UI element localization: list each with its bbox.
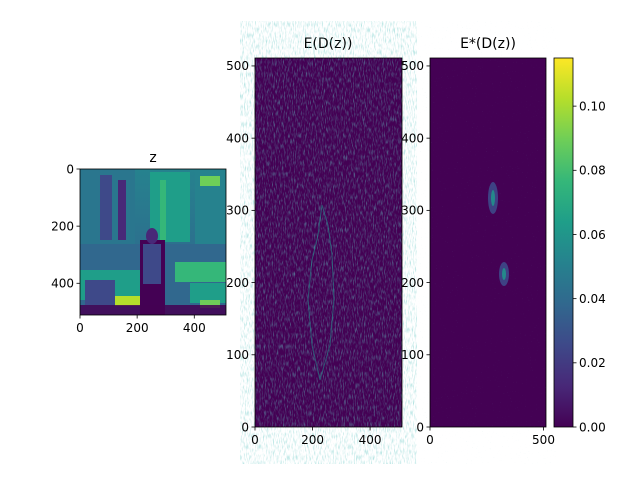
y-tick-label: 400 <box>226 131 249 145</box>
panel-edz-title: E(D(z)) <box>304 36 353 52</box>
x-tick-label: 200 <box>126 321 149 335</box>
x-tick-label: 400 <box>359 433 382 447</box>
x-tick-label: 0 <box>251 433 259 447</box>
y-tick-label: 0 <box>66 162 74 176</box>
y-tick-label: 500 <box>226 59 249 73</box>
panel-z-frame <box>79 168 227 316</box>
colorbar-tick-label: 0.06 <box>579 228 606 242</box>
panel-edz-axes: 0 200 400 0 100 200 300 400 500 <box>226 59 381 447</box>
y-tick-label: 100 <box>226 348 249 362</box>
y-tick-label: 0 <box>416 420 424 434</box>
y-tick-label: 200 <box>226 276 249 290</box>
colorbar-tick-label: 0.04 <box>579 292 606 306</box>
panel-estar: E*(D(z)) 0 500 0 100 200 300 400 500 <box>401 36 555 447</box>
panel-z-image <box>80 169 226 315</box>
y-tick-label: 100 <box>401 348 424 362</box>
panel-z-axes: 0 200 400 0 200 400 <box>51 162 206 335</box>
y-tick-label: 0 <box>241 420 249 434</box>
colorbar-fill <box>554 58 573 427</box>
x-tick-label: 400 <box>183 321 206 335</box>
x-tick-label: 500 <box>532 433 555 447</box>
y-tick-label: 400 <box>51 277 74 291</box>
panel-estar-speckle <box>430 58 546 427</box>
panel-estar-frame <box>429 57 547 428</box>
panel-estar-axes: 0 500 0 100 200 300 400 500 <box>401 59 555 447</box>
x-tick-label: 200 <box>301 433 324 447</box>
y-tick-label: 300 <box>226 204 249 218</box>
panel-estar-title: E*(D(z)) <box>460 36 516 52</box>
panel-estar-hotspots <box>488 182 509 286</box>
colorbar: 0.00 0.02 0.04 0.06 0.08 0.10 <box>553 57 606 434</box>
panel-edz-figure-outline <box>307 204 335 381</box>
y-tick-label: 200 <box>51 219 74 233</box>
colorbar-tick-label: 0.10 <box>579 99 606 113</box>
colorbar-axis: 0.00 0.02 0.04 0.06 0.08 0.10 <box>573 99 606 434</box>
x-tick-label: 0 <box>426 433 434 447</box>
x-tick-label: 0 <box>76 321 84 335</box>
y-tick-label: 400 <box>401 131 424 145</box>
y-tick-label: 200 <box>401 276 424 290</box>
panel-z-title: z <box>149 150 156 166</box>
colorbar-frame <box>553 57 574 428</box>
panel-z: z 0 200 400 0 200 400 <box>51 150 227 335</box>
y-tick-label: 500 <box>401 59 424 73</box>
colorbar-tick-label: 0.00 <box>579 420 606 434</box>
panel-edz-edges <box>255 58 402 427</box>
colorbar-tick-label: 0.08 <box>579 164 606 178</box>
y-tick-label: 300 <box>401 204 424 218</box>
panel-edz-frame <box>254 57 403 428</box>
colorbar-tick-label: 0.02 <box>579 356 606 370</box>
panel-edz: E(D(z)) 0 200 400 0 100 200 300 400 500 <box>226 36 403 447</box>
